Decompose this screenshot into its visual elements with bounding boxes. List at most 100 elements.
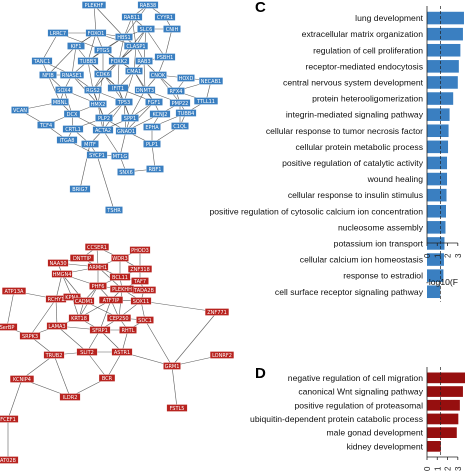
blue-node[interactable]: ACTA2: [92, 126, 114, 134]
blue-node[interactable]: TSHR: [105, 206, 123, 214]
red-node[interactable]: ARMH1: [87, 263, 109, 271]
red-node[interactable]: FSTL5: [166, 404, 188, 412]
blue-node[interactable]: SYCP1: [86, 151, 108, 159]
red-node[interactable]: SRPK3: [19, 332, 41, 340]
blue-node[interactable]: KCNJ2: [149, 110, 171, 118]
blue-node[interactable]: BRIG7: [69, 185, 91, 193]
red-node[interactable]: TRUB2: [43, 351, 65, 359]
blue-node[interactable]: SOX4: [55, 86, 73, 94]
blue-node[interactable]: HBS1: [115, 33, 133, 41]
blue-node[interactable]: CNOK: [149, 71, 167, 79]
blue-node[interactable]: FGF1: [145, 98, 163, 106]
blue-node[interactable]: MITF: [81, 140, 99, 148]
blue-node[interactable]: KIF1: [67, 42, 85, 50]
blue-node[interactable]: RFX4: [167, 87, 185, 95]
blue-node[interactable]: C1QL: [171, 122, 189, 130]
blue-node[interactable]: HMX2: [89, 100, 107, 108]
blue-node[interactable]: PSBH1: [154, 53, 176, 61]
blue-node[interactable]: MBNL: [51, 98, 69, 106]
red-node[interactable]: SFRP1: [89, 326, 111, 334]
red-node[interactable]: PHOD3: [129, 246, 151, 254]
red-node[interactable]: BCR: [98, 374, 116, 382]
blue-node[interactable]: CYYR1: [154, 13, 176, 21]
blue-node[interactable]: DCX: [63, 110, 81, 118]
blue-node[interactable]: TANC1: [31, 57, 53, 65]
blue-node[interactable]: SPP1: [121, 114, 139, 122]
blue-node[interactable]: EPHA: [143, 123, 161, 131]
red-node[interactable]: KCNIP4: [9, 375, 35, 383]
blue-node[interactable]: ITGA8: [56, 136, 78, 144]
red-node[interactable]: NAA30: [47, 259, 69, 267]
bar: [427, 253, 444, 266]
blue-node[interactable]: PLEKHF: [81, 1, 107, 9]
red-node[interactable]: CADM1: [73, 297, 95, 305]
blue-node[interactable]: PLP2: [95, 114, 113, 122]
red-node[interactable]: SOX11: [130, 297, 152, 305]
red-node[interactable]: ATP13A: [1, 287, 27, 295]
red-node[interactable]: LAMA3: [46, 322, 68, 330]
blue-node[interactable]: PLP1: [143, 140, 161, 148]
blue-node[interactable]: FOXO1: [85, 29, 107, 37]
blue-node[interactable]: CNIH: [163, 25, 181, 33]
blue-node[interactable]: MT1G: [111, 152, 129, 160]
blue-node[interactable]: TUBB4: [175, 109, 197, 117]
blue-node[interactable]: GNAO1: [115, 127, 137, 135]
red-node[interactable]: KRT18: [68, 314, 90, 322]
red-node[interactable]: ASTR1: [111, 348, 133, 356]
red-node[interactable]: SerBP: [0, 323, 18, 331]
blue-node[interactable]: VCAN: [11, 106, 29, 114]
blue-node[interactable]: RNASE1: [59, 71, 85, 79]
blue-node[interactable]: CDK6: [94, 70, 112, 78]
blue-node[interactable]: TCF4: [37, 121, 55, 129]
red-node[interactable]: SDC1: [136, 316, 154, 324]
red-node[interactable]: AT02B: [0, 456, 19, 464]
blue-node[interactable]: LRRC7: [47, 29, 69, 37]
blue-node[interactable]: CLASP1: [123, 42, 149, 50]
blue-node[interactable]: NFIB: [39, 71, 57, 79]
blue-node-label: MBNL: [53, 100, 67, 106]
red-node[interactable]: FCEF1: [0, 415, 19, 423]
blue-node-label: RAB38: [140, 3, 156, 9]
blue-node[interactable]: HOXD: [177, 74, 195, 82]
blue-node[interactable]: CMA1: [125, 67, 143, 75]
red-node[interactable]: CCSER1: [84, 243, 110, 251]
red-node[interactable]: WDR3: [111, 254, 129, 262]
red-node[interactable]: LONRF2: [209, 351, 235, 359]
blue-node[interactable]: CRTL1: [62, 125, 84, 133]
red-node[interactable]: HMGN4: [51, 270, 73, 278]
red-node[interactable]: PLEKHH: [109, 285, 135, 293]
red-node[interactable]: ZNF318: [127, 265, 153, 273]
blue-node-box: [149, 71, 167, 79]
red-node[interactable]: GRM1: [163, 362, 181, 370]
red-node[interactable]: BCL11: [109, 273, 131, 281]
red-node[interactable]: ILDR2: [59, 393, 81, 401]
blue-node[interactable]: RAB3: [135, 57, 153, 65]
blue-node[interactable]: PTGS: [94, 46, 112, 54]
blue-node[interactable]: RBF1: [146, 165, 164, 173]
blue-node[interactable]: TUBB3: [77, 57, 99, 65]
blue-node[interactable]: FOXK2: [108, 57, 130, 65]
blue-node[interactable]: SLC6: [137, 25, 155, 33]
red-node[interactable]: ATF7IP: [98, 296, 124, 304]
blue-node[interactable]: RGS2: [84, 86, 102, 94]
blue-node[interactable]: DNMT3: [134, 86, 156, 94]
red-node[interactable]: KPNA: [63, 293, 81, 301]
red-node-label: ASTR1: [114, 350, 130, 356]
blue-node[interactable]: NECAB1: [198, 77, 224, 85]
red-node[interactable]: SLIT2: [76, 348, 98, 356]
red-node-box: [204, 308, 230, 316]
red-node[interactable]: ZNF771: [204, 308, 230, 316]
red-node[interactable]: DNTTIP: [69, 254, 95, 262]
blue-node[interactable]: RAB11: [121, 13, 143, 21]
blue-node[interactable]: SNX6: [117, 168, 135, 176]
blue-node[interactable]: TP53: [115, 98, 133, 106]
category-label: cellular response to tumor necrosis fact…: [266, 126, 423, 136]
red-node[interactable]: PHF6: [89, 282, 107, 290]
red-node[interactable]: CEP250: [106, 314, 132, 322]
blue-node[interactable]: IFIT1: [107, 84, 129, 92]
blue-node[interactable]: TTLL11: [193, 97, 219, 105]
red-node[interactable]: TAF7: [131, 277, 149, 285]
blue-node[interactable]: RAB38: [137, 1, 159, 9]
blue-node[interactable]: PMP22: [169, 99, 191, 107]
red-node[interactable]: RHTL: [119, 326, 137, 334]
